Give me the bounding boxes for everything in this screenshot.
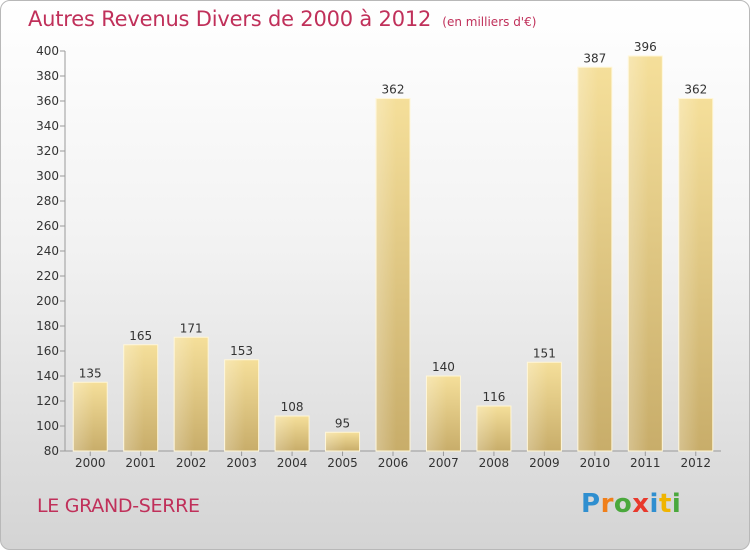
logo-letter: i [649,489,659,519]
bar-value-label: 95 [335,416,350,430]
x-tick-label: 2001 [125,456,156,470]
y-tick-label: 300 [36,169,59,183]
bar-highlight [123,344,158,451]
y-tick-label: 340 [36,119,59,133]
y-tick-label: 400 [36,44,59,58]
bar-value-label: 135 [79,366,102,380]
bar-value-label: 153 [230,344,253,358]
logo-letter: i [671,489,682,519]
y-tick-label: 160 [36,344,59,358]
y-tick-label: 200 [36,294,59,308]
bar-highlight [325,432,360,451]
bar-value-label: 362 [382,83,405,97]
bar-highlight [628,56,663,451]
logo-letter: r [600,489,614,519]
x-tick-label: 2012 [680,456,711,470]
y-tick-label: 80 [44,444,59,458]
y-tick-label: 140 [36,369,59,383]
data-labels: 2000 135 2001 165 2002 171 2003 153 2004 108 2005 9… [75,40,711,470]
bar-highlight [476,406,511,451]
bar-highlight [426,376,461,451]
y-tick-label: 100 [36,419,59,433]
x-tick-label: 2008 [479,456,510,470]
y-tick-label: 380 [36,69,59,83]
bar-value-label: 362 [684,83,707,97]
axes: 80 100 120 140 160 180 200 220 240 260 280 300 320 34… [36,44,721,458]
bar-highlight [577,67,612,451]
y-tick-label: 320 [36,144,59,158]
chart-title-block: Autres Revenus Divers de 2000 à 2012 (en… [28,7,536,31]
x-tick-label: 2010 [580,456,611,470]
bar-value-label: 140 [432,360,455,374]
proxiti-logo[interactable]: Proxiti [581,489,681,519]
chart-title: Autres Revenus Divers de 2000 à 2012 [28,7,432,31]
y-tick-label: 180 [36,319,59,333]
x-tick-label: 2011 [630,456,661,470]
bar-highlight [73,382,108,451]
x-tick-label: 2007 [428,456,459,470]
y-tick-label: 220 [36,269,59,283]
logo-letter: o [613,489,633,519]
bar-highlight [527,362,562,451]
bar-highlight [376,98,410,451]
x-tick-label: 2003 [226,456,257,470]
bar-highlight [174,337,209,451]
x-tick-label: 2006 [378,456,409,470]
bar-value-label: 387 [583,51,606,65]
bar-highlight [275,416,310,451]
logo-letter: x [632,489,650,519]
bar-value-label: 396 [634,40,657,54]
x-tick-label: 2004 [277,456,308,470]
y-tick-label: 260 [36,219,59,233]
y-tick-label: 360 [36,94,59,108]
bar-value-label: 108 [281,400,304,414]
logo-letter: P [581,489,601,519]
y-tick-label: 280 [36,194,59,208]
commune-name: LE GRAND-SERRE [37,495,200,517]
bar-highlight [678,98,713,451]
x-tick-label: 2000 [75,456,106,470]
logo-letter: t [658,489,672,519]
bars [72,55,714,452]
bar-value-label: 171 [180,321,203,335]
x-tick-label: 2005 [327,456,358,470]
bar-highlight [224,359,259,451]
y-tick-label: 120 [36,394,59,408]
x-tick-label: 2002 [176,456,207,470]
bar-value-label: 165 [129,329,152,343]
y-tick-label: 240 [36,244,59,258]
chart-unit: (en milliers d'€) [442,15,537,29]
bar-value-label: 151 [533,346,556,360]
bar-value-label: 116 [482,390,505,404]
x-tick-label: 2009 [529,456,560,470]
